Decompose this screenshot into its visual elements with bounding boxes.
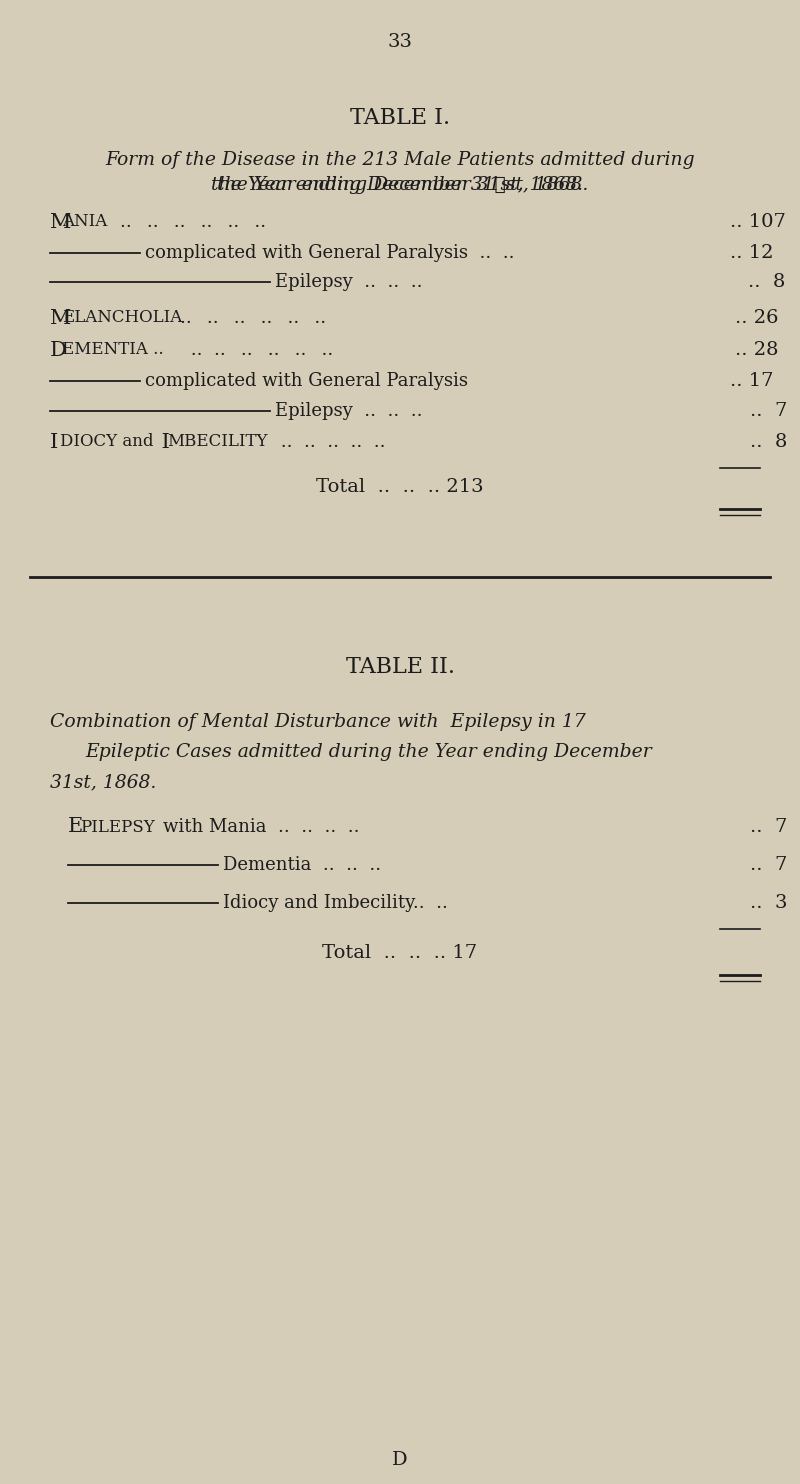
Text: M: M — [50, 212, 71, 232]
Text: ..  ..  ..  ..  ..: .. .. .. .. .. — [275, 433, 386, 451]
Text: ..   ..   ..   ..   ..   ..: .. .. .. .. .. .. — [120, 214, 266, 232]
Text: ELANCHOLIA: ELANCHOLIA — [62, 310, 182, 326]
Text: with Mania  ..  ..  ..  ..: with Mania .. .. .. .. — [163, 818, 359, 835]
Text: .. 17: .. 17 — [730, 372, 774, 390]
Text: 33: 33 — [387, 33, 413, 50]
Text: ..  8: .. 8 — [748, 273, 786, 291]
Text: Epileptic Cases admitted during the Year ending December: Epileptic Cases admitted during the Year… — [85, 743, 652, 761]
Text: .. 107: .. 107 — [730, 214, 786, 232]
Text: ..  7: .. 7 — [750, 818, 787, 835]
Text: ..  ..   ..   ..   ..   ..: .. .. .. .. .. .. — [185, 341, 334, 359]
Text: I: I — [155, 432, 170, 451]
Text: Dementia  ..  ..  ..: Dementia .. .. .. — [223, 856, 381, 874]
Text: .. 12: .. 12 — [730, 243, 774, 263]
Text: .. 26: .. 26 — [735, 309, 778, 326]
Text: D: D — [392, 1451, 408, 1469]
Text: EMENTIA ..: EMENTIA .. — [62, 341, 164, 359]
Text: Combination of Mental Disturbance with  Epilepsy in 17: Combination of Mental Disturbance with E… — [50, 712, 586, 732]
Text: TABLE II.: TABLE II. — [346, 656, 454, 678]
Text: M: M — [50, 309, 71, 328]
Text: E: E — [68, 818, 83, 837]
Text: ..  7: .. 7 — [750, 402, 787, 420]
Text: ..   ..   ..   ..   ..   ..: .. .. .. .. .. .. — [180, 309, 326, 326]
Text: the Year ending December 31₟st, 1868.: the Year ending December 31₟st, 1868. — [211, 177, 589, 194]
Text: Idiocy and Imbecility..  ..: Idiocy and Imbecility.. .. — [223, 893, 448, 913]
Text: I: I — [50, 432, 58, 451]
Text: complicated with General Paralysis: complicated with General Paralysis — [145, 372, 468, 390]
Text: the Year ending December 31st, 1868.: the Year ending December 31st, 1868. — [217, 177, 583, 194]
Text: D: D — [50, 340, 67, 359]
Text: TABLE I.: TABLE I. — [350, 107, 450, 129]
Text: Total  ..  ..  .. 17: Total .. .. .. 17 — [322, 944, 478, 962]
Text: Total  ..  ..  .. 213: Total .. .. .. 213 — [316, 478, 484, 496]
Text: MBECILITY: MBECILITY — [167, 433, 267, 451]
Text: Epilepsy  ..  ..  ..: Epilepsy .. .. .. — [275, 273, 422, 291]
Text: ..  8: .. 8 — [750, 433, 787, 451]
Text: ..  3: .. 3 — [750, 893, 787, 913]
Text: ..  7: .. 7 — [750, 856, 787, 874]
Text: .. 28: .. 28 — [735, 341, 778, 359]
Text: DIOCY and: DIOCY and — [60, 433, 154, 451]
Text: 31st, 1868.: 31st, 1868. — [50, 773, 156, 791]
Text: complicated with General Paralysis  ..  ..: complicated with General Paralysis .. .. — [145, 243, 514, 263]
Text: Form of the Disease in the 213 Male Patients admitted during: Form of the Disease in the 213 Male Pati… — [105, 151, 695, 169]
Text: PILEPSY: PILEPSY — [80, 819, 154, 835]
Text: ANIA: ANIA — [62, 214, 107, 230]
Text: Epilepsy  ..  ..  ..: Epilepsy .. .. .. — [275, 402, 422, 420]
